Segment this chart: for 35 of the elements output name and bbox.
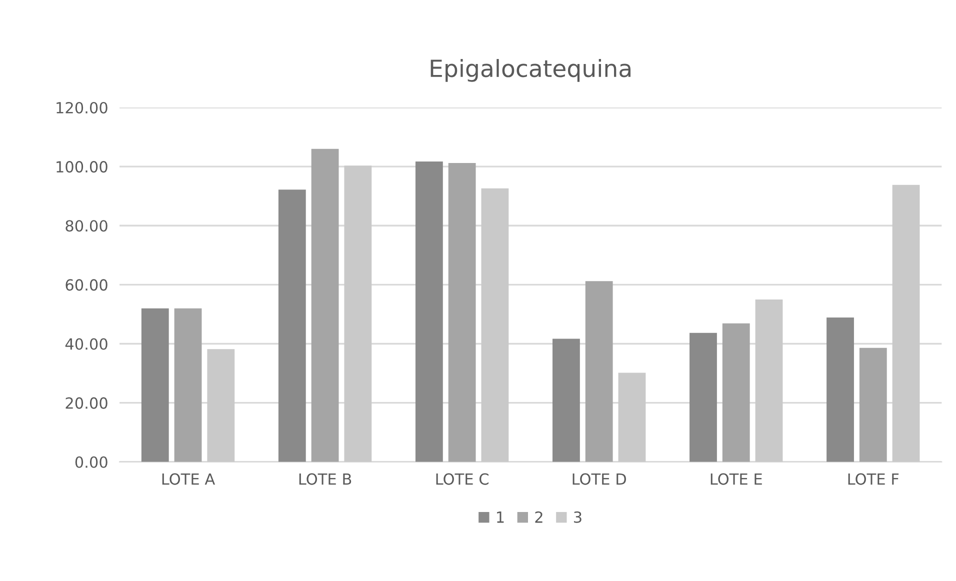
x-tick-label: LOTE C	[436, 473, 488, 485]
y-tick-label: 40.00	[65, 338, 108, 350]
bar	[826, 317, 854, 462]
x-tick-label: LOTE E	[710, 473, 762, 485]
bar	[415, 162, 443, 462]
bar	[207, 349, 235, 462]
legend-label: 2	[535, 511, 542, 523]
bar	[585, 281, 613, 462]
y-tick-label: 80.00	[66, 220, 108, 232]
bar	[174, 308, 202, 462]
x-tick-label: LOTE F	[848, 473, 899, 485]
bar	[618, 372, 646, 462]
bar	[859, 348, 887, 462]
y-tick-label: 20.00	[66, 397, 108, 409]
bar	[481, 188, 509, 462]
legend-label: 3	[574, 511, 582, 523]
y-tick-label: 100.00	[56, 161, 108, 173]
x-tick-label: LOTE D	[572, 473, 626, 485]
x-tick-label: LOTE A	[162, 473, 216, 485]
y-tick-label: 60.00	[66, 279, 108, 291]
bar	[344, 166, 372, 462]
bar	[552, 338, 580, 462]
bar	[448, 163, 476, 462]
y-tick-label: 120.00	[56, 102, 108, 114]
bar	[690, 332, 717, 462]
y-tick-label: 0.00	[75, 456, 108, 468]
x-tick-label: LOTE B	[299, 473, 352, 485]
bar	[311, 148, 339, 462]
bar	[755, 299, 783, 462]
bar	[722, 323, 750, 462]
legend-label: 1	[497, 512, 504, 523]
bar	[141, 308, 169, 462]
chart-title: Epigalocatequina	[430, 58, 630, 82]
bar	[278, 190, 306, 462]
bar	[892, 184, 920, 462]
